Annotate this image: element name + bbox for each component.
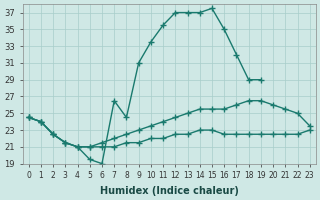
X-axis label: Humidex (Indice chaleur): Humidex (Indice chaleur) — [100, 186, 239, 196]
